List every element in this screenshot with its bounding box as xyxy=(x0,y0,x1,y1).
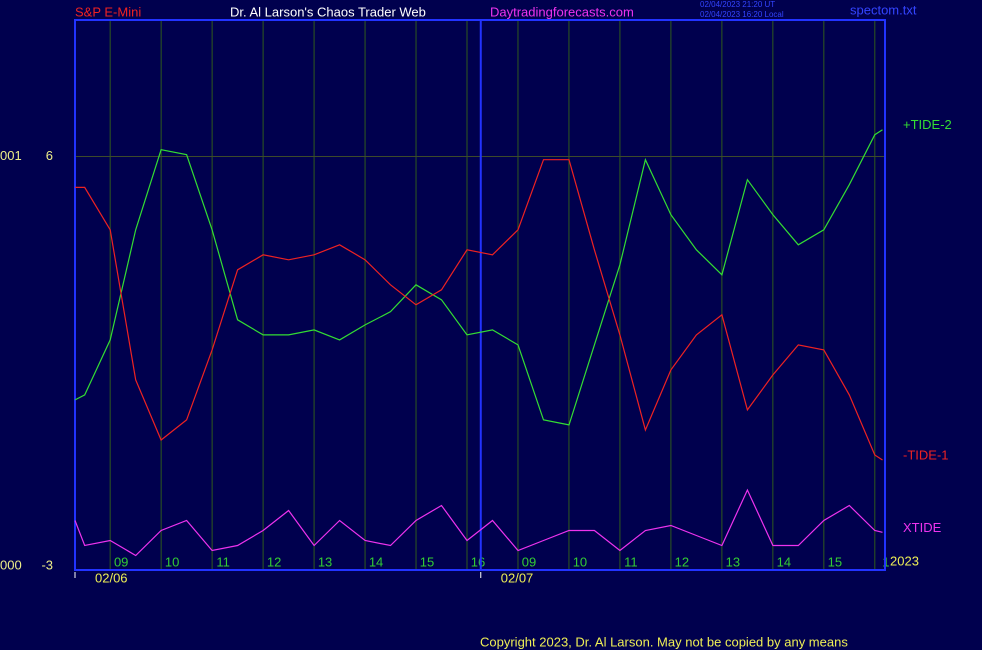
x-tick-label: 14 xyxy=(777,554,791,569)
x-tick-label: 15 xyxy=(420,554,434,569)
chart-title: Dr. Al Larson's Chaos Trader Web xyxy=(230,4,426,19)
legend-label: +TIDE-2 xyxy=(903,117,952,132)
x-tick-label: 10 xyxy=(573,554,587,569)
series-line xyxy=(74,129,883,426)
legend-label: -TIDE-1 xyxy=(903,447,949,462)
site: Daytradingforecasts.com xyxy=(490,4,634,19)
x-tick-label: 16 xyxy=(471,554,485,569)
x-tick-label: 12 xyxy=(267,554,281,569)
x-tick-label: 11 xyxy=(216,554,230,569)
copyright: Copyright 2023, Dr. Al Larson. May not b… xyxy=(480,634,848,649)
y-tick-label: 6 xyxy=(46,148,53,163)
instrument: S&P E-Mini xyxy=(75,4,141,19)
y-tick-prefix: 001 xyxy=(0,148,22,163)
series-line xyxy=(74,488,883,557)
y-tick-prefix: 000 xyxy=(0,557,22,572)
x-tick-label: 11 xyxy=(624,554,638,569)
x-tick-label: 13 xyxy=(726,554,740,569)
plot-frame xyxy=(74,19,886,571)
x-tick-label: 09 xyxy=(522,554,536,569)
x-tick-label: 13 xyxy=(318,554,332,569)
x-tick-label: 15 xyxy=(828,554,842,569)
date-label: 02/07 xyxy=(501,570,534,585)
legend-label: XTIDE xyxy=(903,520,942,535)
series-line xyxy=(75,159,883,461)
file-name: spectom.txt xyxy=(850,2,917,17)
year: 2023 xyxy=(890,553,919,568)
y-tick-label: -3 xyxy=(41,557,53,572)
date-label: 02/06 xyxy=(95,570,128,585)
x-tick-label: 09 xyxy=(114,554,128,569)
timestamp: 02/04/2023 16:20 Local xyxy=(700,10,784,19)
x-tick-label: 10 xyxy=(165,554,179,569)
x-tick-label: 14 xyxy=(369,554,383,569)
x-tick-label: 12 xyxy=(675,554,689,569)
timestamp: 02/04/2023 21:20 UT xyxy=(700,0,775,9)
